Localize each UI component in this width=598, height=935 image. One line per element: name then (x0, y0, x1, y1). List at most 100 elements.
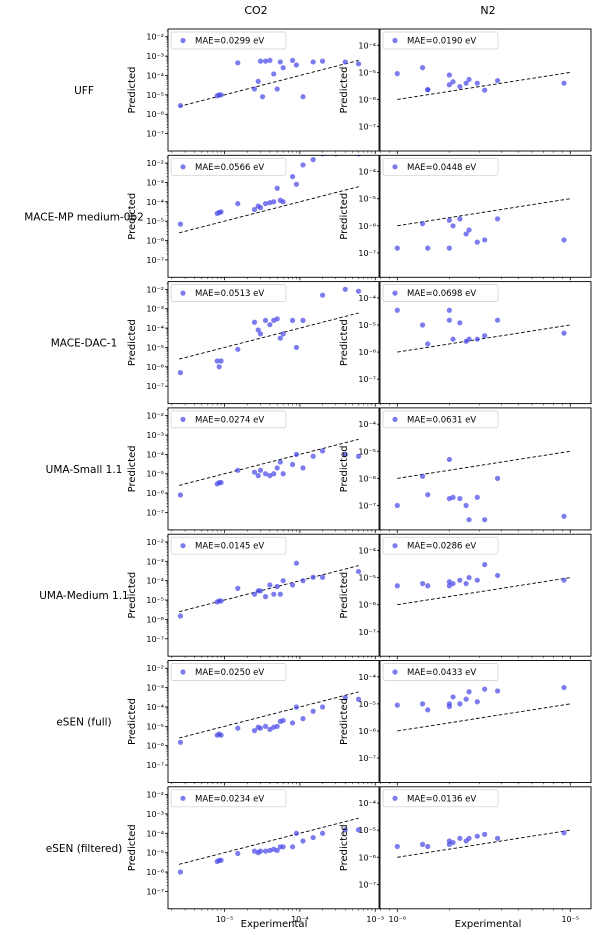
data-point (310, 708, 316, 714)
y-tick-label: 10⁻² (146, 33, 164, 42)
data-point (319, 574, 326, 580)
panel-uma-medium-1-1-n2: 10⁻⁴ 10⁻⁵ 10⁻⁶ 10⁻⁷ Predicted MAE=0.0286 eV (339, 533, 592, 660)
data-point (355, 61, 362, 67)
plot-area (177, 438, 362, 498)
data-point (218, 598, 224, 604)
data-point (293, 62, 300, 68)
data-point (457, 577, 463, 583)
y-tick-label: 10⁻⁵ (358, 826, 376, 835)
row-label-esen-full: eSEN (full) (56, 717, 111, 729)
data-point (342, 286, 348, 292)
y-tick-label: 10⁻⁴ (358, 673, 376, 682)
y-tick-label: 10⁻⁴ (358, 41, 376, 50)
legend-marker (392, 795, 398, 801)
data-point (474, 80, 480, 86)
panel-esen-filtered-n2: 10⁻⁴ 10⁻⁵ 10⁻⁶ 10⁻⁷ 10⁻⁶ 10⁻⁵ Predicted MAE=0.0… (339, 786, 592, 924)
data-point (319, 704, 326, 710)
data-point (177, 221, 184, 227)
legend-box (170, 157, 287, 176)
data-point (310, 834, 316, 841)
data-point (482, 686, 488, 692)
data-point (474, 494, 480, 500)
y-tick-label: 10⁻⁴ (358, 420, 376, 429)
legend-box (382, 663, 499, 681)
data-point (271, 471, 277, 477)
data-point (474, 239, 480, 245)
y-tick-label: 10⁻⁷ (146, 761, 164, 770)
axes-frame (379, 281, 592, 405)
plot-area (177, 691, 362, 745)
data-point (300, 94, 306, 100)
data-point (300, 465, 306, 471)
reference-line (179, 817, 359, 865)
y-tick-label: 10⁻⁴ (146, 71, 164, 80)
data-point (310, 574, 316, 580)
y-axis-label: Predicted (339, 824, 350, 871)
data-point (446, 307, 452, 313)
data-point (300, 317, 306, 323)
data-point (394, 702, 400, 708)
y-axis-label: Predicted (339, 445, 350, 492)
data-point (425, 583, 431, 589)
y-tick-label: 10⁻⁴ (358, 546, 376, 555)
legend-label: MAE=0.0513 eV (195, 289, 264, 299)
data-point (561, 513, 567, 519)
data-point (267, 322, 273, 328)
data-point (466, 574, 472, 581)
data-point (310, 59, 316, 65)
data-point (271, 71, 277, 77)
y-tick-label: 10⁻⁴ (146, 198, 164, 207)
axes-frame (167, 281, 380, 405)
y-tick-label: 10⁻⁷ (146, 382, 164, 391)
data-point (177, 102, 184, 109)
x-tick-label: 10⁻⁴ (291, 915, 309, 924)
data-point (293, 704, 300, 710)
reference-line (397, 829, 571, 858)
legend-label: MAE=0.0566 eV (195, 163, 264, 173)
x-tick-label: 10⁻⁶ (388, 915, 406, 924)
data-point (257, 58, 264, 64)
y-tick-label: 10⁻⁴ (146, 703, 164, 712)
data-point (355, 288, 362, 294)
panel-esen-full-co2: 10⁻² 10⁻³ 10⁻⁴ 10⁻⁵ 10⁻⁶ 10⁻⁷ Predicted MAE=0.0… (127, 660, 380, 786)
y-tick-label: 10⁻⁶ (358, 95, 376, 104)
data-point (310, 157, 316, 163)
data-point (289, 582, 296, 588)
panel-uma-small-1-1-co2: 10⁻² 10⁻³ 10⁻⁴ 10⁻⁵ 10⁻⁶ 10⁻⁷ Predicted MAE=0.0… (127, 407, 380, 533)
data-point (293, 560, 300, 566)
data-point (319, 830, 326, 836)
y-tick-label: 10⁻⁶ (146, 363, 164, 372)
axes-frame (379, 407, 592, 531)
plot-area (177, 817, 362, 875)
data-point (300, 578, 306, 584)
data-point (257, 331, 264, 337)
data-point (466, 76, 472, 83)
data-point (274, 465, 280, 471)
panel-mace-dac-1-n2: 10⁻⁴ 10⁻⁵ 10⁻⁶ 10⁻⁷ Predicted MAE=0.0698 eV (339, 281, 592, 407)
y-tick-label: 10⁻⁶ (146, 742, 164, 751)
y-tick-label: 10⁻⁷ (146, 887, 164, 896)
y-axis-label: Predicted (339, 67, 350, 114)
data-point (463, 696, 469, 702)
data-point (289, 720, 296, 726)
data-point (251, 319, 258, 325)
data-point (289, 461, 296, 468)
panel-mace-dac-1-co2: 10⁻² 10⁻³ 10⁻⁴ 10⁻⁵ 10⁻⁶ 10⁻⁷ Predicted MAE=0.0… (127, 281, 380, 407)
data-point (446, 317, 452, 323)
y-axis-label: Predicted (127, 698, 138, 745)
data-point (177, 613, 184, 619)
data-point (342, 695, 348, 701)
legend-label: MAE=0.0698 eV (407, 289, 476, 299)
data-point (255, 327, 261, 333)
data-point (482, 237, 488, 243)
data-point (293, 344, 300, 351)
legend-box (382, 789, 499, 808)
data-point (177, 370, 184, 376)
data-point (300, 162, 306, 168)
legend-box (170, 663, 287, 681)
data-point (419, 580, 426, 587)
data-point (457, 835, 463, 841)
row-label-uma-medium-1-1: UMA-Medium 1.1 (39, 590, 129, 602)
data-point (259, 94, 266, 100)
